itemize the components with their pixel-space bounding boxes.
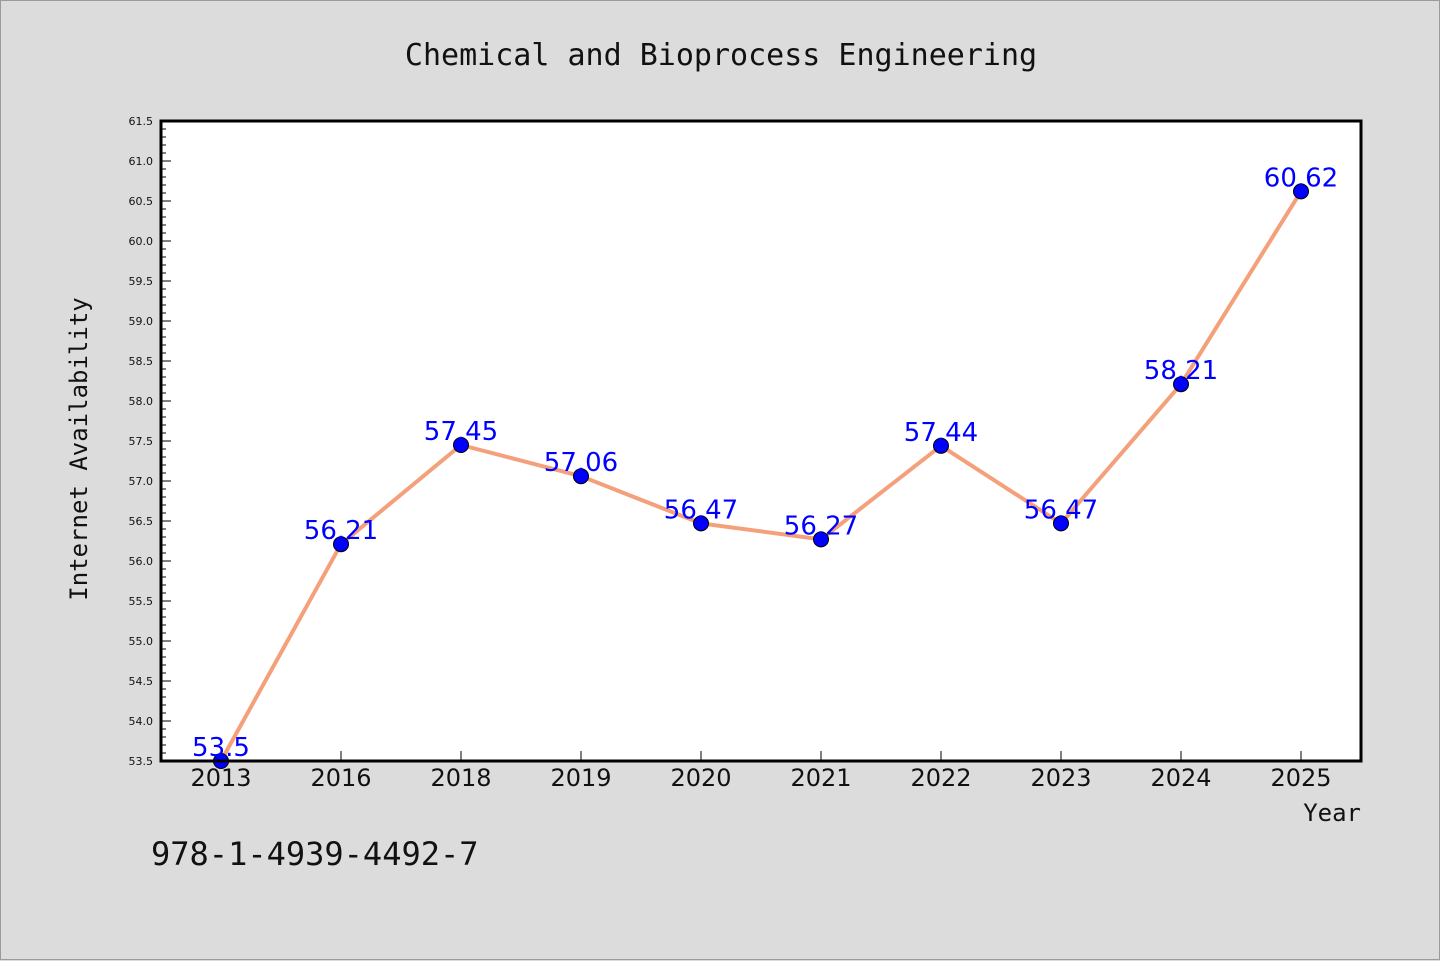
data-label: 60.62 [1264,163,1338,193]
y-tick-label: 53.5 [129,755,154,768]
y-tick-label: 56.5 [129,515,154,528]
data-labels: 53.5 56.21 57.45 57.06 56.47 56.27 57.44 56.47 5… [192,163,1338,763]
x-tick-label: 2023 [1030,764,1091,792]
y-tick-label: 55.0 [129,635,154,648]
plot-area [161,121,1361,761]
y-axis-title: Internet Availability [65,297,93,600]
x-tick-label: 2016 [310,764,371,792]
y-tick-label: 57.5 [129,435,154,448]
data-label: 57.06 [544,448,618,478]
y-tick-label: 54.0 [129,715,154,728]
y-tick-label: 56.0 [129,555,154,568]
data-point [573,468,589,485]
data-label: 56.47 [1024,495,1098,525]
data-label: 57.44 [904,418,978,448]
data-label: 57.45 [424,417,498,447]
data-point [1293,183,1309,200]
x-tick-label: 2018 [430,764,491,792]
data-label: 58.21 [1144,356,1218,386]
data-point [453,437,469,453]
y-tick-label: 57.0 [129,475,154,488]
y-tick-label: 55.5 [129,595,154,608]
series-line [219,190,1303,762]
y-tick-label: 59.0 [129,315,154,328]
data-point [1053,515,1069,532]
data-markers [213,183,1309,769]
y-tick-label: 61.5 [129,115,154,128]
x-tick-label: 2020 [670,764,731,792]
data-label: 56.21 [304,516,378,546]
plot-border [159,119,1363,763]
y-tick-label: 60.0 [129,235,154,248]
y-tick-label: 58.5 [129,355,154,368]
data-point [333,536,349,553]
isbn-text: 978-1-4939-4492-7 [151,835,479,873]
y-tick-label: 60.5 [129,195,154,208]
data-point [1173,376,1189,393]
data-point [813,531,829,548]
y-tick-label: 58.0 [129,395,154,408]
data-point [693,515,709,532]
chart-title: Chemical and Bioprocess Engineering [405,38,1037,73]
x-axis-ticks: 2013 2016 2018 2019 2020 2021 2022 2023 2024 2025 [190,751,1332,792]
data-label: 56.27 [784,511,858,541]
data-label: 53.5 [192,733,250,763]
x-tick-label: 2025 [1270,764,1331,792]
data-point [933,437,949,454]
y-tick-label: 61.0 [129,155,154,168]
x-tick-label: 2024 [1150,764,1211,792]
x-axis-title: Year [1303,799,1361,827]
x-tick-label: 2019 [550,764,611,792]
y-tick-label: 59.5 [129,275,154,288]
data-label: 56.47 [664,495,738,525]
x-tick-label: 2021 [790,764,851,792]
y-tick-label: 54.5 [129,675,154,688]
x-tick-label: 2022 [910,764,971,792]
